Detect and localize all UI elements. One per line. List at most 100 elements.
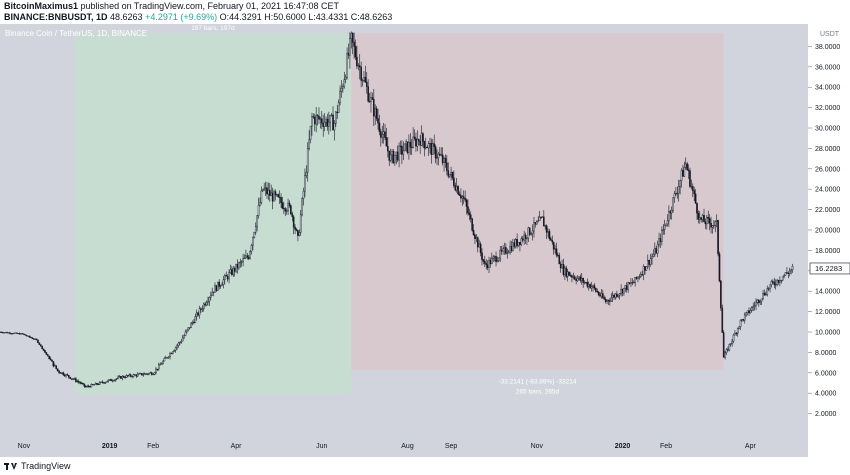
candle-body: [278, 196, 281, 198]
candle-body: [93, 384, 95, 386]
candle-body: [357, 65, 360, 67]
publish-info: published on TradingView.com, February 0…: [80, 1, 340, 11]
candle-body: [269, 190, 271, 196]
candle-body: [48, 355, 50, 360]
candle-body: [708, 218, 711, 224]
candle-body: [700, 217, 703, 220]
candle-body: [388, 150, 391, 161]
price-chart[interactable]: 35.4741 (861.02%) 35474197 bars, 197d-33…: [0, 16, 850, 457]
candle-body: [107, 379, 110, 382]
candle-body: [179, 342, 181, 344]
candle-body: [437, 153, 440, 159]
candle-body: [125, 375, 128, 378]
candle-body: [236, 263, 239, 269]
candle-body: [342, 86, 344, 89]
candle-body: [17, 333, 20, 335]
candle-body: [138, 373, 140, 375]
candle-body: [195, 312, 198, 317]
candle-body: [86, 385, 88, 388]
candle-body: [180, 340, 183, 343]
candle-body: [225, 275, 228, 277]
candle-body: [172, 351, 174, 354]
candle-body: [432, 143, 434, 155]
candle-body: [155, 368, 157, 373]
candle-body: [718, 253, 721, 282]
candle-body: [639, 274, 642, 277]
candle-body: [548, 231, 551, 239]
candle-body: [394, 155, 396, 163]
candle-body: [595, 287, 597, 292]
candle-body: [328, 121, 330, 127]
candle-body: [516, 239, 518, 246]
candle-body: [101, 381, 104, 383]
candle-body: [146, 373, 149, 375]
candle-body: [758, 299, 760, 303]
candle-body: [260, 190, 263, 203]
candle-body: [228, 272, 230, 280]
candle-body: [38, 342, 41, 345]
candle-body: [767, 288, 770, 290]
candle-body: [79, 381, 81, 384]
candle-body: [530, 233, 532, 235]
candle-body: [717, 220, 719, 255]
candle-body: [742, 319, 745, 321]
brand-name[interactable]: TradingView: [21, 461, 71, 471]
symbol-label: BINANCE:BNBUSDT, 1D: [4, 12, 108, 22]
candle-body: [773, 282, 776, 285]
candle-body: [58, 370, 60, 373]
candle-body: [413, 136, 416, 139]
candle-body: [335, 111, 337, 124]
candle-body: [44, 350, 46, 353]
candle-body: [299, 214, 302, 233]
candle-body: [35, 338, 38, 341]
candle-body: [375, 108, 378, 119]
candle-body: [191, 322, 194, 324]
candle-body: [644, 266, 646, 271]
candle-body: [665, 223, 667, 226]
x-tick-label: Feb: [147, 443, 159, 450]
candle-body: [266, 187, 268, 195]
candle-body: [690, 186, 693, 188]
candle-body: [332, 114, 334, 131]
candle-body: [776, 279, 778, 286]
candle-body: [198, 308, 201, 316]
y-tick-label: 34.0000: [815, 85, 840, 92]
candle-body: [554, 248, 556, 250]
candle-body: [616, 293, 618, 297]
candle-body: [188, 327, 191, 329]
candle-body: [527, 227, 530, 239]
candle-body: [617, 294, 620, 297]
candle-body: [217, 281, 219, 291]
candle-body: [391, 151, 393, 156]
chart-header: BitcoinMaximus1 published on TradingView…: [0, 0, 850, 24]
candle-body: [710, 223, 712, 228]
candle-body: [231, 269, 233, 275]
candle-body: [396, 151, 399, 161]
candle-body: [669, 211, 672, 214]
candle-body: [741, 319, 743, 321]
candle-body: [589, 284, 591, 289]
author-name[interactable]: BitcoinMaximus1: [4, 1, 79, 11]
candle-body: [679, 180, 681, 187]
chart-area[interactable]: 35.4741 (861.02%) 35474197 bars, 197d-33…: [0, 16, 850, 457]
candle-body: [281, 202, 284, 209]
candle-body: [635, 277, 638, 279]
candle-body: [378, 122, 381, 132]
candle-body: [320, 118, 323, 124]
candle-body: [326, 118, 329, 127]
candle-body: [728, 344, 731, 351]
candle-body: [434, 146, 437, 159]
candle-body: [202, 303, 205, 310]
y-tick-label: 20.0000: [815, 228, 840, 235]
candle-body: [337, 102, 340, 113]
candle-body: [208, 297, 211, 302]
candle-body: [654, 248, 656, 255]
candle-body: [10, 333, 13, 335]
candle-body: [193, 322, 195, 324]
candle-body: [215, 285, 218, 291]
candle-body: [519, 242, 521, 245]
candle-body: [409, 141, 412, 148]
candle-body: [187, 327, 190, 331]
candle-body: [582, 278, 584, 283]
candle-body: [492, 256, 495, 259]
